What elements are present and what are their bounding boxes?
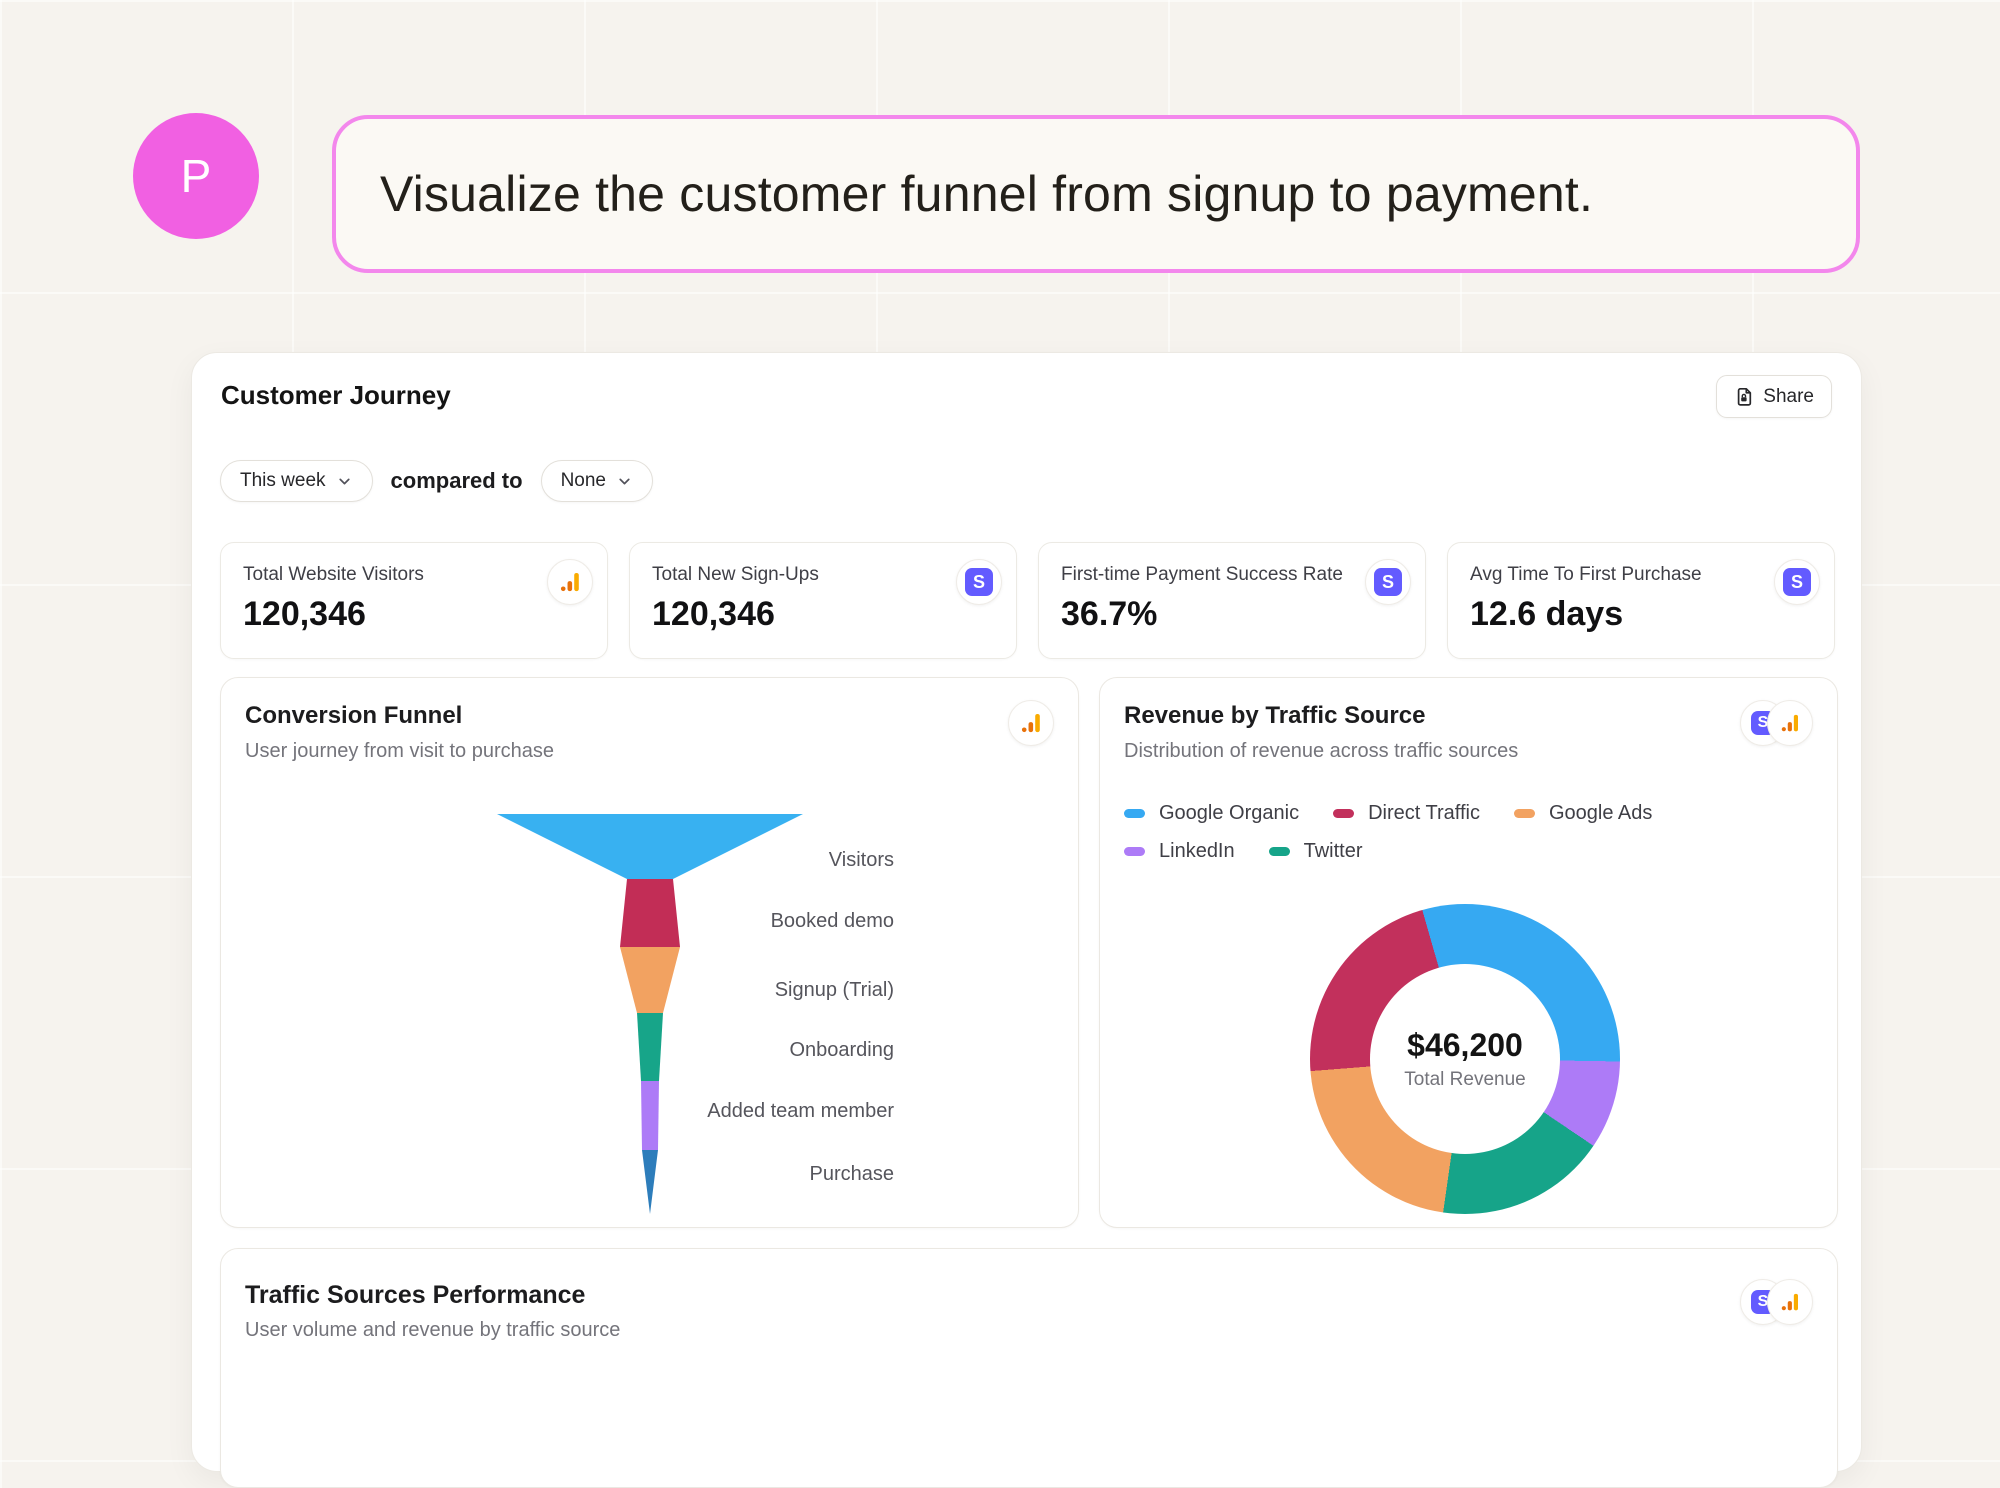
kpi-label: Avg Time To First Purchase [1470, 564, 1702, 585]
analytics-bars-icon [1767, 700, 1813, 746]
funnel-stage-label: Booked demo [771, 910, 894, 932]
source-icons: S [1740, 1279, 1813, 1325]
donut-legend: Google Organic Direct Traffic Google Ads… [1124, 802, 1704, 863]
share-document-lock-icon [1738, 387, 1752, 406]
kpi-label: First-time Payment Success Rate [1061, 564, 1343, 585]
stripe-badge: S [1374, 568, 1402, 596]
legend-label: Google Organic [1159, 802, 1300, 824]
traffic-sources-performance-card: Traffic Sources Performance User volume … [220, 1248, 1838, 1488]
stripe-icon: S [956, 559, 1002, 605]
funnel-chart: Visitors Booked demo Signup (Trial) Onbo… [497, 814, 895, 1214]
traffic-card-subtitle: User volume and revenue by traffic sourc… [245, 1319, 621, 1341]
comparison-dropdown[interactable]: None [540, 460, 653, 502]
donut-chart: $46,200 Total Revenue [1310, 904, 1620, 1214]
legend-item-linkedin: LinkedIn [1124, 840, 1235, 863]
share-button[interactable]: Share [1716, 375, 1832, 418]
analytics-bars-icon [547, 559, 593, 605]
avatar: P [133, 113, 259, 239]
period-dropdown[interactable]: This week [220, 460, 373, 502]
legend-label: LinkedIn [1159, 840, 1235, 862]
kpi-card-first-time-payment-success-rate: First-time Payment Success Rate S 36.7% [1038, 542, 1426, 659]
kpi-label: Total New Sign-Ups [652, 564, 819, 585]
funnel-stage-label: Added team member [707, 1100, 894, 1122]
funnel-stage-label: Signup (Trial) [775, 979, 894, 1001]
kpi-value: 12.6 days [1470, 595, 1624, 633]
kpi-value: 36.7% [1061, 595, 1158, 633]
legend-item-direct-traffic: Direct Traffic [1333, 802, 1480, 825]
stripe-icon: S [1774, 559, 1820, 605]
source-icons: S [1740, 700, 1813, 746]
revenue-by-traffic-source-card: Revenue by Traffic Source Distribution o… [1099, 677, 1838, 1228]
chat-message-bubble: Visualize the customer funnel from signu… [332, 115, 1860, 273]
legend-label: Twitter [1303, 840, 1363, 862]
kpi-card-avg-time-to-first-purchase: Avg Time To First Purchase S 12.6 days [1447, 542, 1835, 659]
donut-hole: $46,200 Total Revenue [1370, 964, 1560, 1154]
stripe-icon: S [1365, 559, 1411, 605]
conversion-funnel-card: Conversion Funnel User journey from visi… [220, 677, 1079, 1228]
compared-to-label: compared to [390, 468, 523, 493]
funnel-stage-label: Purchase [810, 1163, 895, 1185]
chevron-down-icon [619, 478, 630, 484]
kpi-card-total-new-signups: Total New Sign-Ups S 120,346 [629, 542, 1017, 659]
legend-swatch [1268, 847, 1290, 856]
revenue-card-subtitle: Distribution of revenue across traffic s… [1124, 740, 1519, 762]
share-label: Share [1763, 385, 1814, 407]
legend-swatch [1124, 847, 1145, 856]
funnel-segment-2 [620, 947, 680, 1013]
kpi-label: Total Website Visitors [243, 564, 424, 585]
donut-total-label: Total Revenue [1404, 1069, 1526, 1090]
funnel-segment-4 [641, 1081, 659, 1150]
legend-swatch [1124, 809, 1145, 818]
comparison-dropdown-value: None [560, 470, 606, 491]
controls-row: This week compared to None [220, 460, 653, 502]
donut-total-value: $46,200 [1407, 1027, 1523, 1063]
funnel-segment-5 [642, 1150, 658, 1214]
period-dropdown-value: This week [240, 470, 326, 491]
chevron-down-icon [338, 478, 350, 484]
kpi-row: Total Website Visitors 120,346 Total New… [220, 542, 1835, 659]
legend-label: Google Ads [1548, 802, 1653, 824]
legend-item-twitter: Twitter [1268, 840, 1363, 863]
legend-item-google-organic: Google Organic [1124, 802, 1299, 825]
page-title: Customer Journey [221, 380, 451, 410]
kpi-value: 120,346 [652, 595, 775, 633]
stripe-badge: S [1783, 568, 1811, 596]
stripe-badge: S [965, 568, 993, 596]
traffic-card-title: Traffic Sources Performance [245, 1281, 586, 1309]
funnel-stage-label: Onboarding [789, 1039, 894, 1061]
funnel-card-subtitle: User journey from visit to purchase [245, 740, 555, 762]
funnel-segment-1 [620, 879, 680, 947]
funnel-segment-0 [497, 814, 803, 879]
legend-swatch [1513, 809, 1535, 818]
funnel-segment-3 [637, 1013, 663, 1081]
funnel-stage-label: Visitors [829, 849, 894, 871]
chat-message-text: Visualize the customer funnel from signu… [380, 166, 1594, 222]
legend-item-google-ads: Google Ads [1513, 802, 1653, 825]
analytics-bars-icon [1767, 1279, 1813, 1325]
legend-swatch [1333, 809, 1355, 818]
legend-label: Direct Traffic [1368, 802, 1480, 824]
kpi-value: 120,346 [243, 595, 366, 633]
revenue-card-title: Revenue by Traffic Source [1124, 702, 1426, 729]
analytics-bars-icon [1008, 700, 1054, 746]
funnel-card-title: Conversion Funnel [245, 702, 463, 729]
customer-journey-card: Customer Journey Share This week compare… [191, 352, 1862, 1488]
funnel-shape-group [497, 814, 803, 1214]
kpi-card-total-website-visitors: Total Website Visitors 120,346 [220, 542, 608, 659]
avatar-initial: P [180, 150, 212, 202]
